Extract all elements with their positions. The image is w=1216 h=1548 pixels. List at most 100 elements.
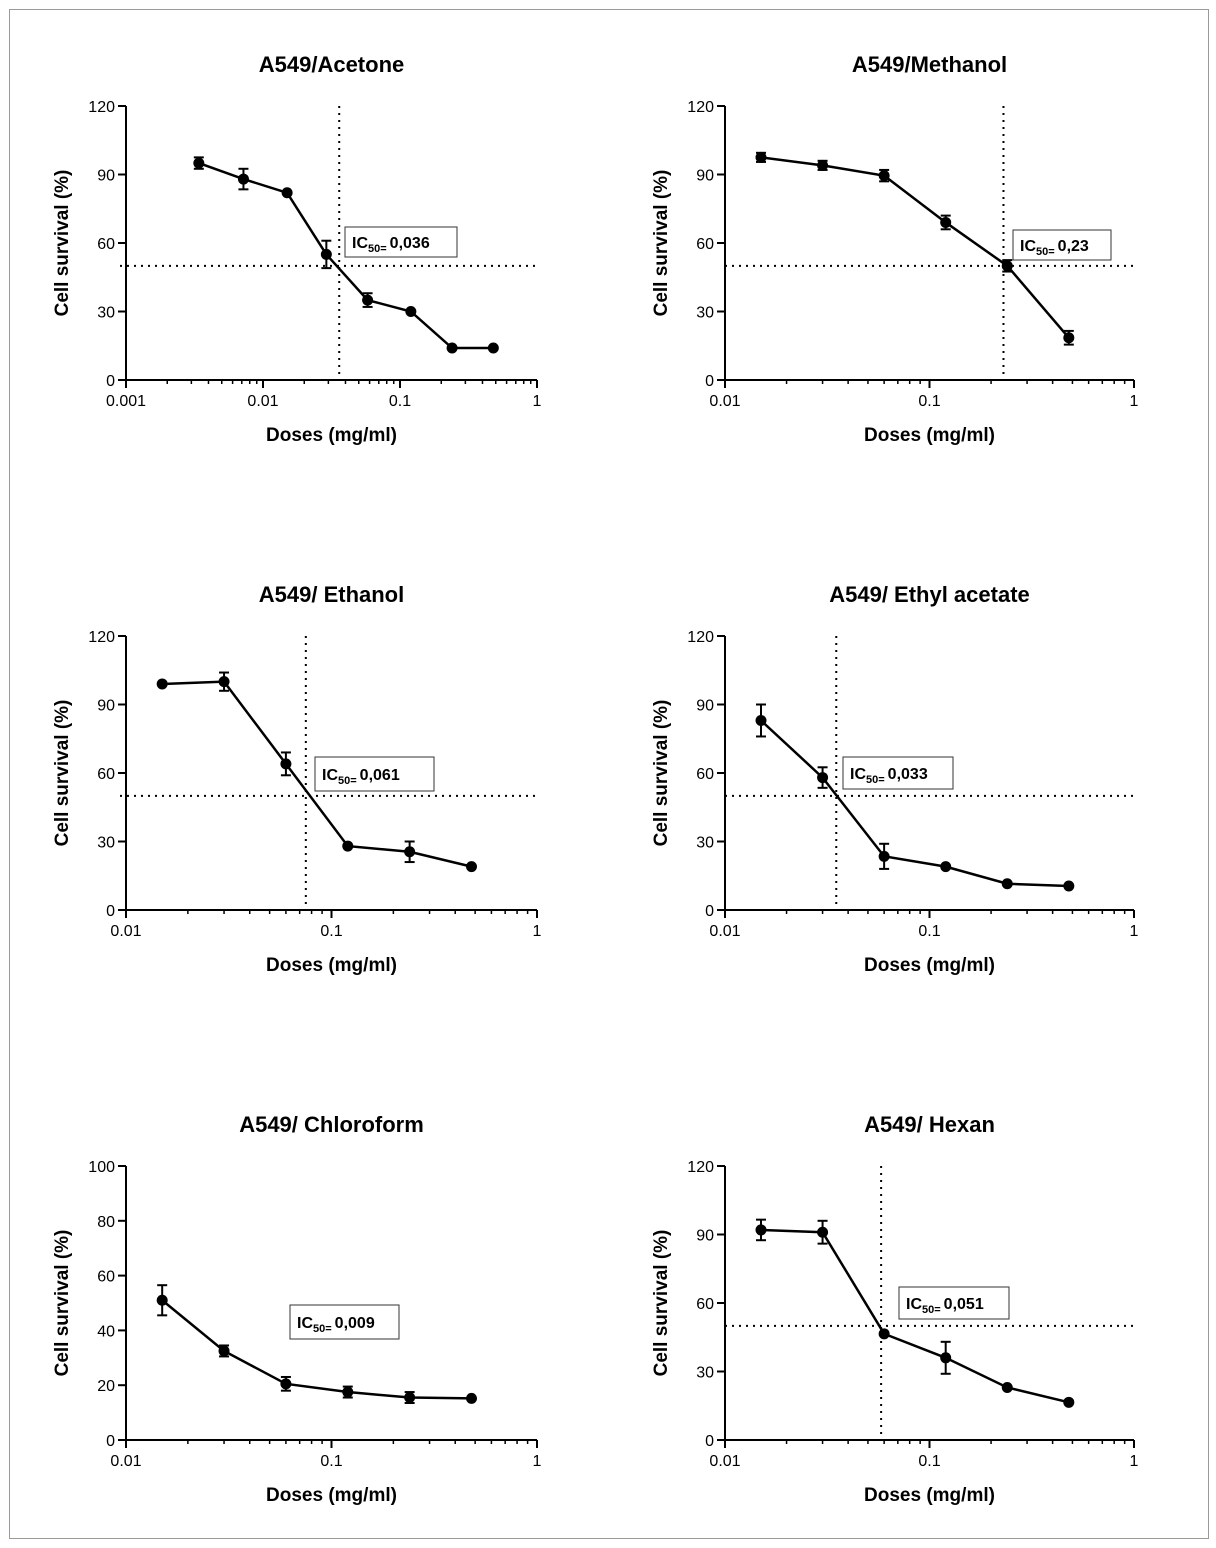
chart-panel-1: A549/Acetone 0 30 60 90 120 0.001 0.01 0.1 1 Doses… — [52, 52, 542, 446]
x-tick-label: 0.1 — [918, 1453, 940, 1470]
ic50-value: 0,061 — [360, 767, 400, 784]
y-tick-label: 60 — [696, 1296, 714, 1313]
data-point — [1063, 1396, 1075, 1408]
ic50-label: IC50= 0,033 — [850, 766, 928, 786]
data-point — [280, 1378, 292, 1390]
y-tick-label: 90 — [97, 168, 115, 185]
ic50-prefix: IC — [352, 235, 368, 252]
figure-frame — [9, 9, 1209, 1539]
data-point — [878, 850, 890, 862]
y-tick-label: 120 — [88, 629, 115, 646]
x-tick-label: 0.001 — [106, 393, 146, 410]
data-point — [404, 1392, 416, 1404]
ic50-subscript: 50= — [368, 243, 387, 255]
y-tick-label: 0 — [106, 903, 115, 920]
x-tick-label: 1 — [1130, 1453, 1139, 1470]
y-tick-label: 0 — [106, 1433, 115, 1450]
ic50-prefix: IC — [297, 1315, 313, 1332]
data-point — [156, 678, 168, 690]
x-tick-label: 1 — [1130, 393, 1139, 410]
chart-panel-4: A549/ Ethyl acetate 0 30 60 90 120 0.01 0.1 1 Dos… — [651, 582, 1139, 976]
x-axis-title: Doses (mg/ml) — [266, 1485, 397, 1506]
data-point — [280, 758, 292, 770]
data-point — [878, 170, 890, 182]
y-axis-title: Cell survival (%) — [52, 1230, 73, 1377]
chart-title: A549/ Ethyl acetate — [829, 582, 1030, 607]
data-point — [218, 676, 230, 688]
ic50-subscript: 50= — [922, 1304, 941, 1316]
chart-title: A549/ Hexan — [864, 1112, 995, 1137]
x-axis-title: Doses (mg/ml) — [864, 425, 995, 446]
y-tick-label: 100 — [88, 1159, 115, 1176]
data-line — [198, 161, 494, 350]
y-tick-label: 60 — [696, 236, 714, 253]
y-tick-label: 40 — [97, 1323, 115, 1340]
data-point — [404, 846, 416, 858]
y-tick-label: 90 — [696, 168, 714, 185]
chart-panel-3: A549/ Ethanol 0 30 60 90 120 0.01 0.1 1 Doses (mg… — [52, 582, 542, 976]
y-tick-label: 30 — [696, 305, 714, 322]
ic50-box — [1012, 229, 1112, 261]
y-tick-label: 60 — [97, 1269, 115, 1286]
data-point — [218, 1345, 230, 1357]
ic50-subscript: 50= — [313, 1323, 332, 1335]
data-point — [281, 187, 293, 199]
x-tick-label: 0.01 — [709, 923, 740, 940]
x-tick-label: 0.01 — [709, 1453, 740, 1470]
y-tick-label: 90 — [696, 1228, 714, 1245]
y-tick-label: 30 — [696, 835, 714, 852]
x-axis-title: Doses (mg/ml) — [266, 955, 397, 976]
x-tick-label: 0.01 — [110, 923, 141, 940]
y-tick-label: 20 — [97, 1378, 115, 1395]
data-point — [817, 772, 829, 784]
ic50-subscript: 50= — [1036, 246, 1055, 258]
ic50-box — [314, 756, 435, 792]
ic50-subscript: 50= — [866, 774, 885, 786]
chart-panel-2: A549/Methanol 0 30 60 90 120 0.01 0.1 1 Doses (mg… — [651, 52, 1139, 446]
x-tick-label: 0.1 — [389, 393, 411, 410]
data-point — [755, 1224, 767, 1236]
y-tick-label: 90 — [696, 698, 714, 715]
ic50-value: 0,23 — [1058, 238, 1089, 255]
y-tick-label: 0 — [705, 1433, 714, 1450]
data-point — [156, 1294, 168, 1306]
ic50-value: 0,051 — [944, 1296, 984, 1313]
ic50-value: 0,009 — [335, 1315, 375, 1332]
ic50-box — [842, 756, 954, 790]
data-line — [760, 1228, 1070, 1404]
data-line — [162, 680, 472, 868]
x-tick-label: 0.1 — [320, 1453, 342, 1470]
x-tick-label: 1 — [1130, 923, 1139, 940]
data-point — [1063, 332, 1075, 344]
y-tick-label: 90 — [97, 698, 115, 715]
data-point — [1001, 1381, 1013, 1393]
ic50-prefix: IC — [1020, 238, 1036, 255]
ic50-box — [898, 1286, 1010, 1320]
y-axis-title: Cell survival (%) — [651, 170, 672, 317]
chart-panel-5: A549/ Chloroform 0 20 40 60 80 100 0.01 0.1 1 Dose… — [52, 1112, 542, 1506]
y-axis-title: Cell survival (%) — [52, 170, 73, 317]
data-point — [1063, 880, 1075, 892]
x-axis-title: Doses (mg/ml) — [266, 425, 397, 446]
data-point — [878, 1328, 890, 1340]
x-tick-label: 1 — [533, 923, 542, 940]
data-point — [1001, 260, 1013, 272]
x-tick-label: 0.1 — [918, 923, 940, 940]
data-point — [817, 159, 829, 171]
ic50-value: 0,036 — [390, 235, 430, 252]
ic50-prefix: IC — [906, 1296, 922, 1313]
data-point — [362, 294, 374, 306]
ic50-box — [289, 1304, 400, 1340]
x-axis-title: Doses (mg/ml) — [864, 1485, 995, 1506]
y-axis-title: Cell survival (%) — [651, 700, 672, 847]
y-tick-label: 0 — [106, 373, 115, 390]
x-tick-label: 0.1 — [320, 923, 342, 940]
data-point — [465, 1392, 477, 1404]
data-point — [817, 1226, 829, 1238]
y-tick-label: 80 — [97, 1214, 115, 1231]
x-tick-label: 0.01 — [247, 393, 278, 410]
data-point — [405, 306, 417, 317]
y-tick-label: 30 — [696, 1365, 714, 1382]
ic50-value: 0,033 — [888, 766, 928, 783]
